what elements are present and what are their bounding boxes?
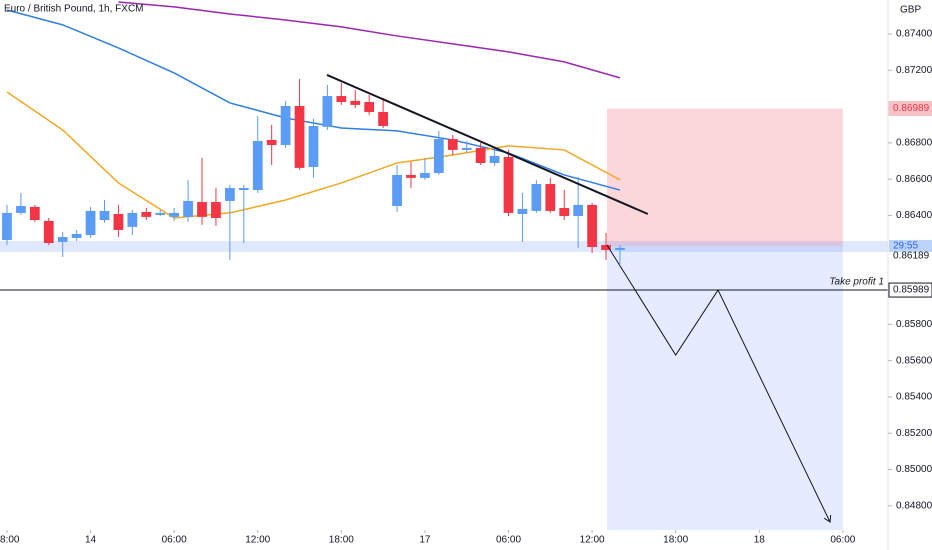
candle-body — [224, 188, 235, 201]
candle-body — [378, 111, 388, 126]
plot-area — [0, 1, 888, 531]
y-tick-label: 0.84800 — [896, 501, 932, 512]
chart-title: Euro / British Pound, 1h, FXCM — [4, 4, 144, 15]
candle-body — [601, 245, 611, 250]
y-tick-label: 0.86400 — [896, 210, 932, 221]
candle-body — [559, 208, 570, 216]
x-tick-label: 17 — [419, 535, 431, 546]
stop-price-label-box — [888, 101, 932, 117]
y-tick-label: 0.85600 — [896, 355, 932, 366]
x-tick-label: 06:00 — [162, 535, 187, 546]
candle-body — [308, 125, 319, 167]
trendline — [326, 74, 649, 215]
take-profit-text: Take profit 1 — [829, 277, 884, 288]
x-tick-label: 18:00 — [329, 535, 354, 546]
candle-body — [99, 210, 110, 220]
y-tick-label: 0.87200 — [896, 65, 932, 76]
candle-body — [197, 202, 207, 217]
candle-body — [294, 106, 305, 168]
moving-average — [6, 91, 621, 219]
candle-body — [266, 139, 277, 146]
candle-body — [71, 233, 82, 238]
y-tick-label: 0.86800 — [896, 137, 932, 148]
y-tick-label: 0.85800 — [896, 319, 932, 330]
candle-body — [433, 139, 444, 173]
candle-body — [127, 212, 138, 227]
candle-body — [183, 200, 193, 217]
y-tick-label: 0.85000 — [896, 464, 932, 475]
projection-path — [606, 244, 831, 523]
x-tick-label: 12:00 — [580, 535, 605, 546]
candle-body — [447, 139, 458, 150]
candle-body — [238, 188, 249, 191]
x-tick-label: 18:00 — [0, 535, 20, 546]
take-profit-price-label-box — [888, 282, 932, 298]
entry-band — [0, 240, 888, 252]
candle-body — [475, 147, 486, 163]
candle-body — [85, 210, 96, 236]
x-tick-label: 12:00 — [245, 535, 270, 546]
candle-body — [545, 184, 556, 211]
y-tick-label: 0.85400 — [896, 392, 932, 403]
projection-arrowhead — [823, 514, 832, 523]
candle-body — [211, 202, 221, 218]
y-tick-label: 0.87400 — [896, 29, 932, 40]
candle-body — [29, 206, 40, 220]
y-tick-label: 0.85200 — [896, 428, 932, 439]
candle-body — [392, 174, 402, 207]
candle-body — [322, 96, 333, 127]
candle-body — [587, 204, 597, 248]
candle-body — [43, 220, 54, 244]
candle-body — [280, 106, 291, 146]
candle-body — [503, 157, 514, 213]
target-zone — [606, 245, 843, 531]
candle-body — [252, 141, 263, 191]
candle-body — [615, 247, 625, 250]
candle-body — [461, 147, 472, 150]
candle-body — [155, 212, 166, 215]
stop-price-label: 0.86989 — [893, 103, 930, 114]
candle-body — [406, 174, 416, 178]
candle-body — [489, 155, 500, 163]
last-price-label: 0.86189 — [893, 250, 930, 261]
x-tick-label: 06:00 — [830, 535, 855, 546]
countdown-label: 29:55 — [893, 241, 918, 252]
candle-body — [531, 184, 542, 211]
moving-average — [118, 1, 621, 79]
candle-body — [16, 206, 26, 213]
stop-zone — [606, 108, 843, 246]
y-tick-label: 0.86600 — [896, 174, 932, 185]
candle-body — [336, 96, 347, 103]
x-tick-label: 14 — [85, 535, 97, 546]
countdown-box — [889, 239, 932, 252]
candle-body — [350, 100, 361, 105]
candle-body — [141, 212, 152, 217]
take-profit-price-label: 0.85989 — [893, 285, 930, 296]
candle-body — [169, 212, 180, 217]
candle-body — [364, 102, 375, 112]
candle-body — [2, 212, 12, 240]
candle-body — [517, 208, 528, 214]
candle-body — [57, 237, 68, 242]
candle-body — [573, 204, 584, 216]
currency-label: GBP — [900, 5, 921, 16]
candle-body — [420, 172, 430, 178]
x-tick-label: 18 — [754, 535, 766, 546]
x-tick-label: 18:00 — [663, 535, 688, 546]
candle-body — [113, 213, 124, 230]
x-tick-label: 06:00 — [496, 535, 521, 546]
